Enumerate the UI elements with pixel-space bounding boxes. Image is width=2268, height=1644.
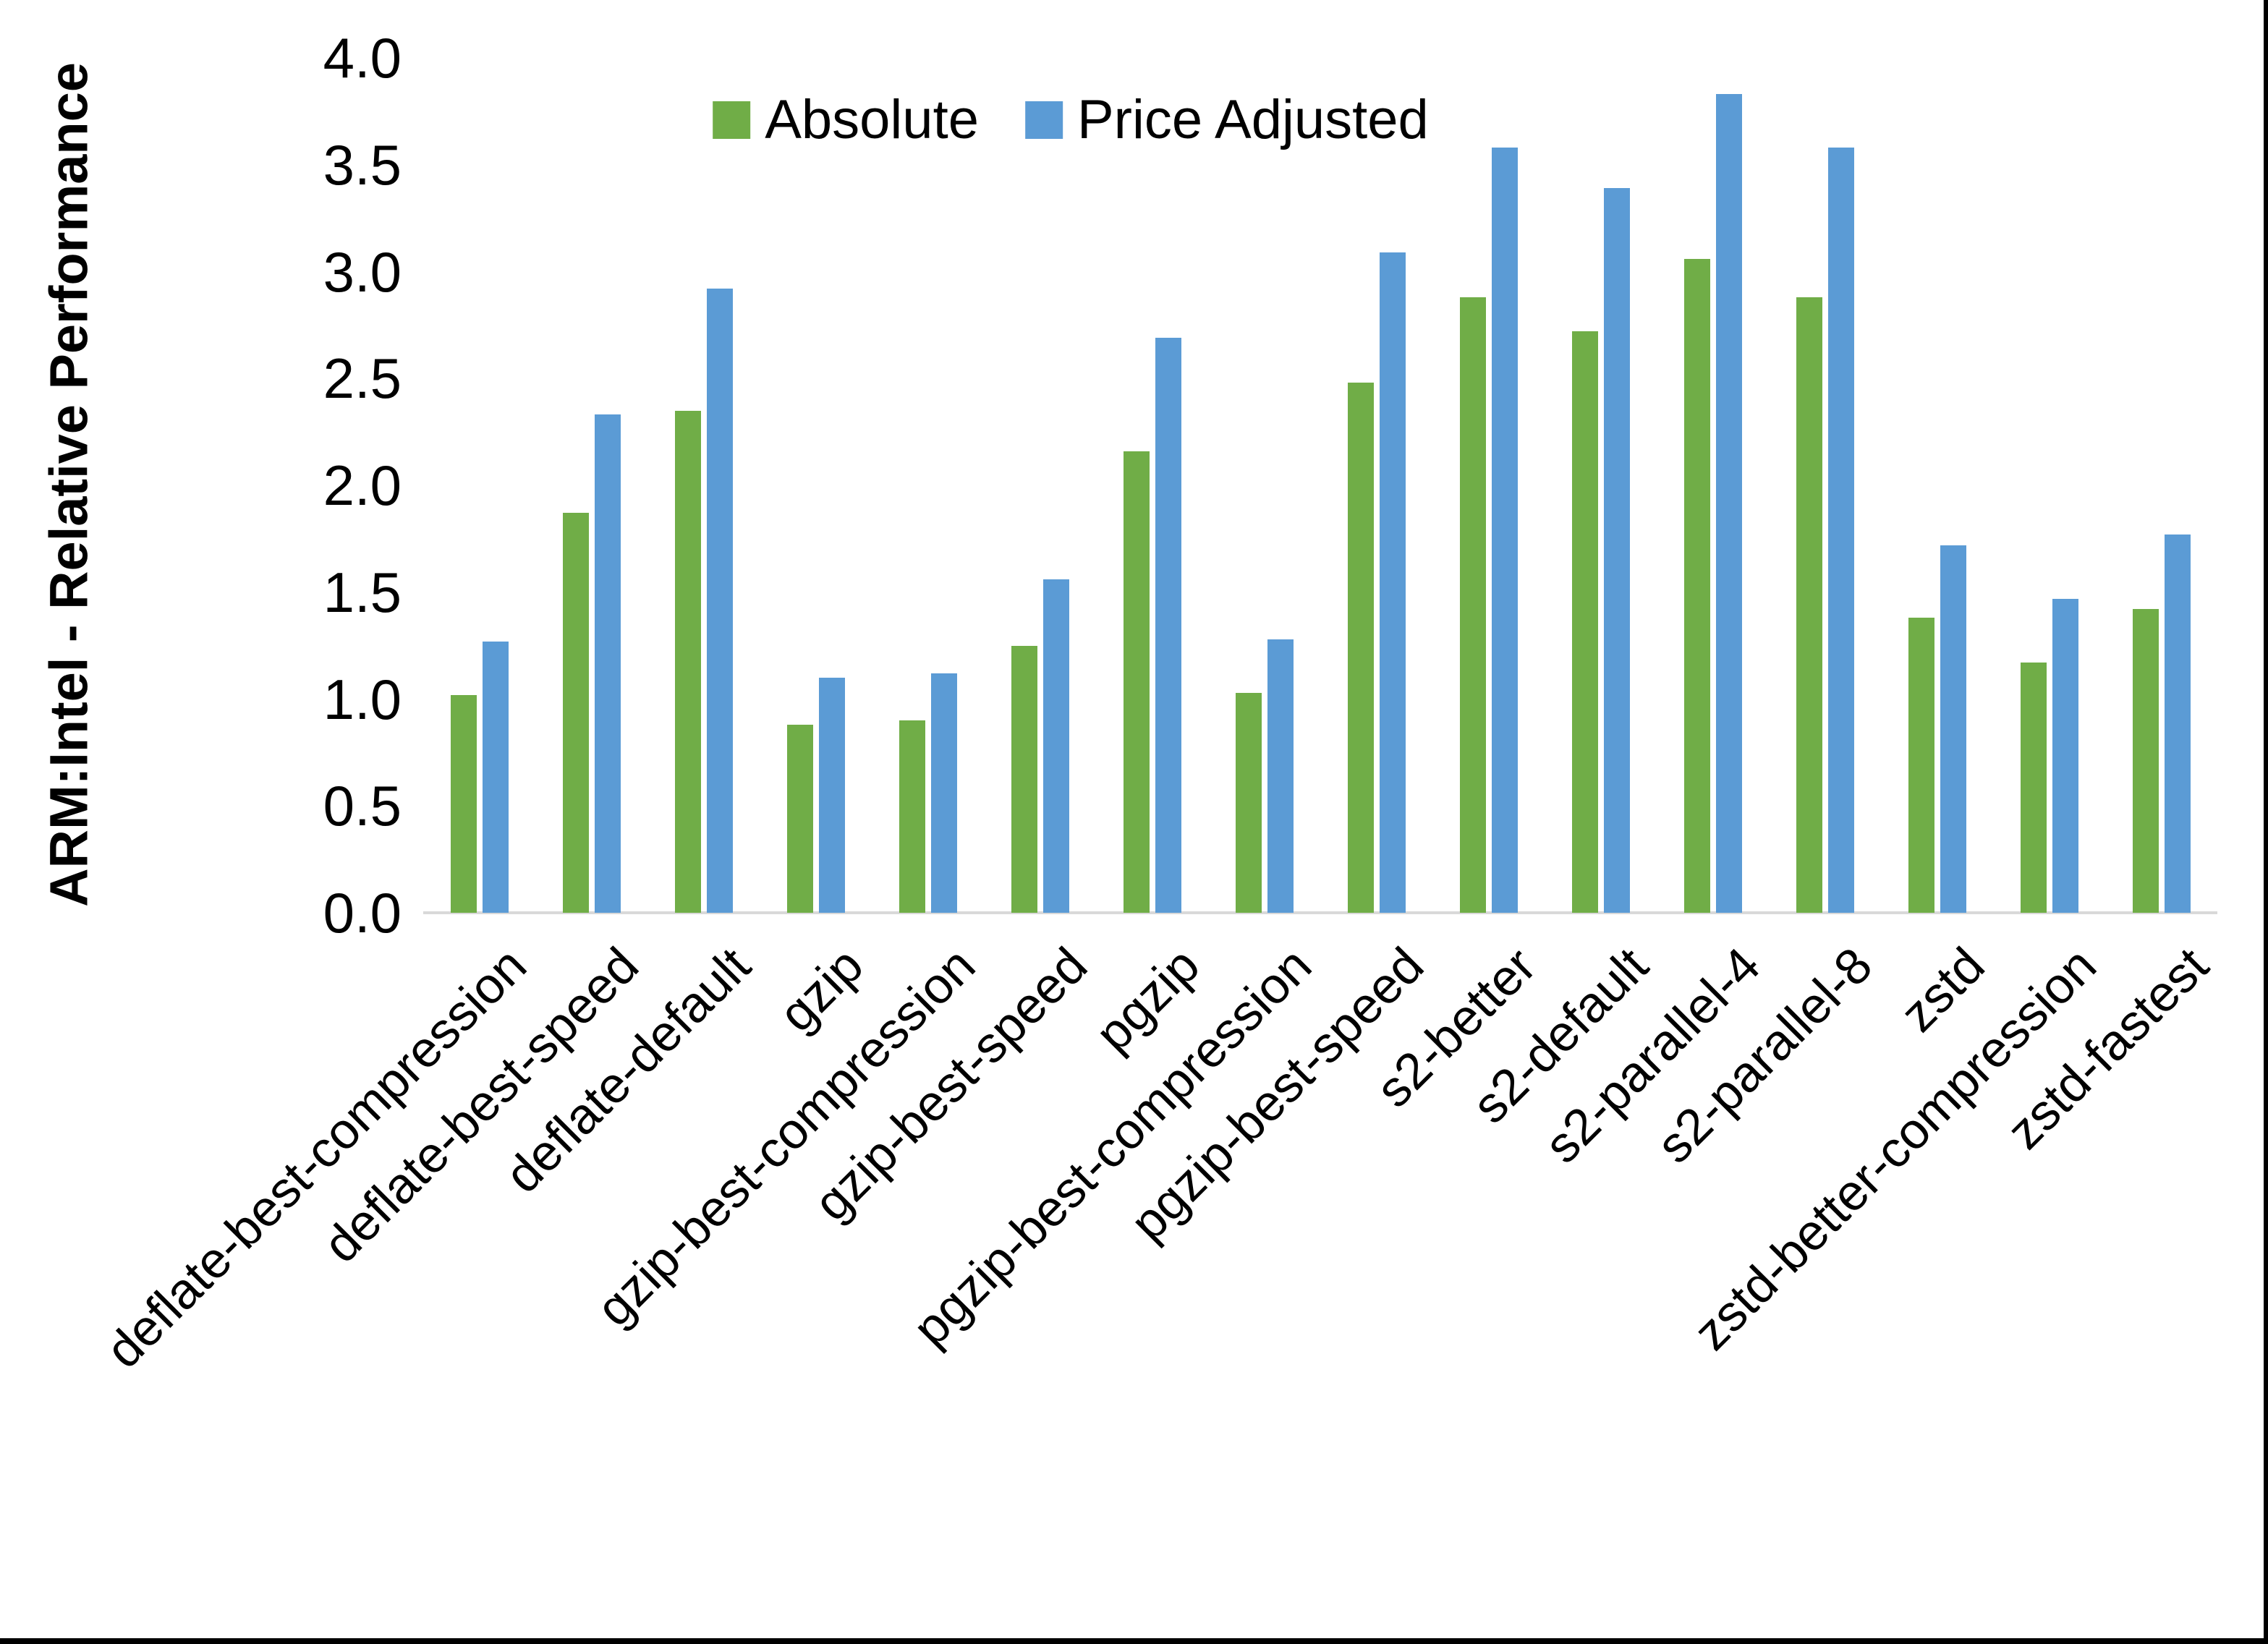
legend-item-absolute: Absolute: [713, 93, 979, 148]
bar-price-adjusted-gzip-best-compression: [931, 673, 957, 913]
y-tick-label-4.0: 4.0: [323, 26, 402, 90]
bar-price-adjusted-zstd: [1940, 545, 1966, 913]
y-tick-label-3.5: 3.5: [323, 132, 402, 197]
bar-price-adjusted-s2-default: [1604, 188, 1630, 913]
x-category-label-deflate-best-compression: deflate-best-compression: [95, 937, 538, 1379]
bar-price-adjusted-s2-parallel-8: [1828, 148, 1854, 913]
bar-absolute-s2-better: [1460, 297, 1486, 913]
bar-absolute-s2-parallel-8: [1796, 297, 1822, 913]
bar-price-adjusted-gzip-best-speed: [1043, 579, 1069, 913]
bar-price-adjusted-s2-better: [1492, 148, 1518, 913]
y-axis-title: ARM:Intel - Relative Performance: [38, 62, 99, 907]
bar-price-adjusted-zstd-fastest: [2165, 534, 2191, 913]
bar-absolute-zstd: [1908, 618, 1934, 913]
bar-price-adjusted-deflate-default: [707, 289, 733, 913]
bar-price-adjusted-deflate-best-compression: [483, 642, 509, 913]
legend-label-absolute: Absolute: [765, 89, 979, 150]
legend-swatch-price-adjusted: [1024, 101, 1063, 139]
bar-price-adjusted-pgzip-best-compression: [1267, 639, 1294, 913]
bar-absolute-zstd-better-compression: [2021, 663, 2047, 913]
bar-price-adjusted-pgzip: [1155, 338, 1181, 913]
bar-price-adjusted-pgzip-best-speed: [1380, 252, 1406, 913]
bar-price-adjusted-deflate-best-speed: [595, 414, 621, 913]
bar-absolute-gzip: [787, 725, 813, 913]
bar-absolute-pgzip-best-speed: [1348, 383, 1374, 913]
bar-absolute-s2-default: [1572, 331, 1598, 913]
bar-absolute-deflate-default: [675, 411, 701, 913]
bar-absolute-gzip-best-speed: [1011, 646, 1037, 913]
y-tick-label-2.0: 2.0: [323, 453, 402, 517]
bar-absolute-zstd-fastest: [2133, 609, 2159, 913]
y-tick-label-0.5: 0.5: [323, 774, 402, 838]
bar-price-adjusted-gzip: [819, 678, 845, 913]
y-tick-label-2.5: 2.5: [323, 346, 402, 411]
legend-item-price-adjusted: Price Adjusted: [1024, 89, 1429, 150]
y-tick-label-1.0: 1.0: [323, 667, 402, 731]
y-tick-label-3.0: 3.0: [323, 239, 402, 304]
legend-label-price-adjusted: Price Adjusted: [1076, 89, 1429, 150]
legend: Absolute Price Adjusted: [713, 93, 1429, 148]
y-tick-label-0.0: 0.0: [323, 881, 402, 945]
bar-absolute-pgzip-best-compression: [1236, 693, 1262, 913]
bar-absolute-s2-parallel-4: [1684, 259, 1710, 913]
bar-absolute-deflate-best-speed: [563, 513, 589, 913]
bar-absolute-deflate-best-compression: [451, 695, 477, 913]
bar-price-adjusted-zstd-better-compression: [2052, 599, 2078, 913]
y-tick-label-1.5: 1.5: [323, 560, 402, 624]
bar-absolute-pgzip: [1124, 451, 1150, 913]
bar-absolute-gzip-best-compression: [899, 720, 925, 913]
bar-price-adjusted-s2-parallel-4: [1716, 94, 1742, 913]
x-axis-line: [423, 911, 2217, 914]
legend-swatch-absolute: [713, 101, 751, 139]
